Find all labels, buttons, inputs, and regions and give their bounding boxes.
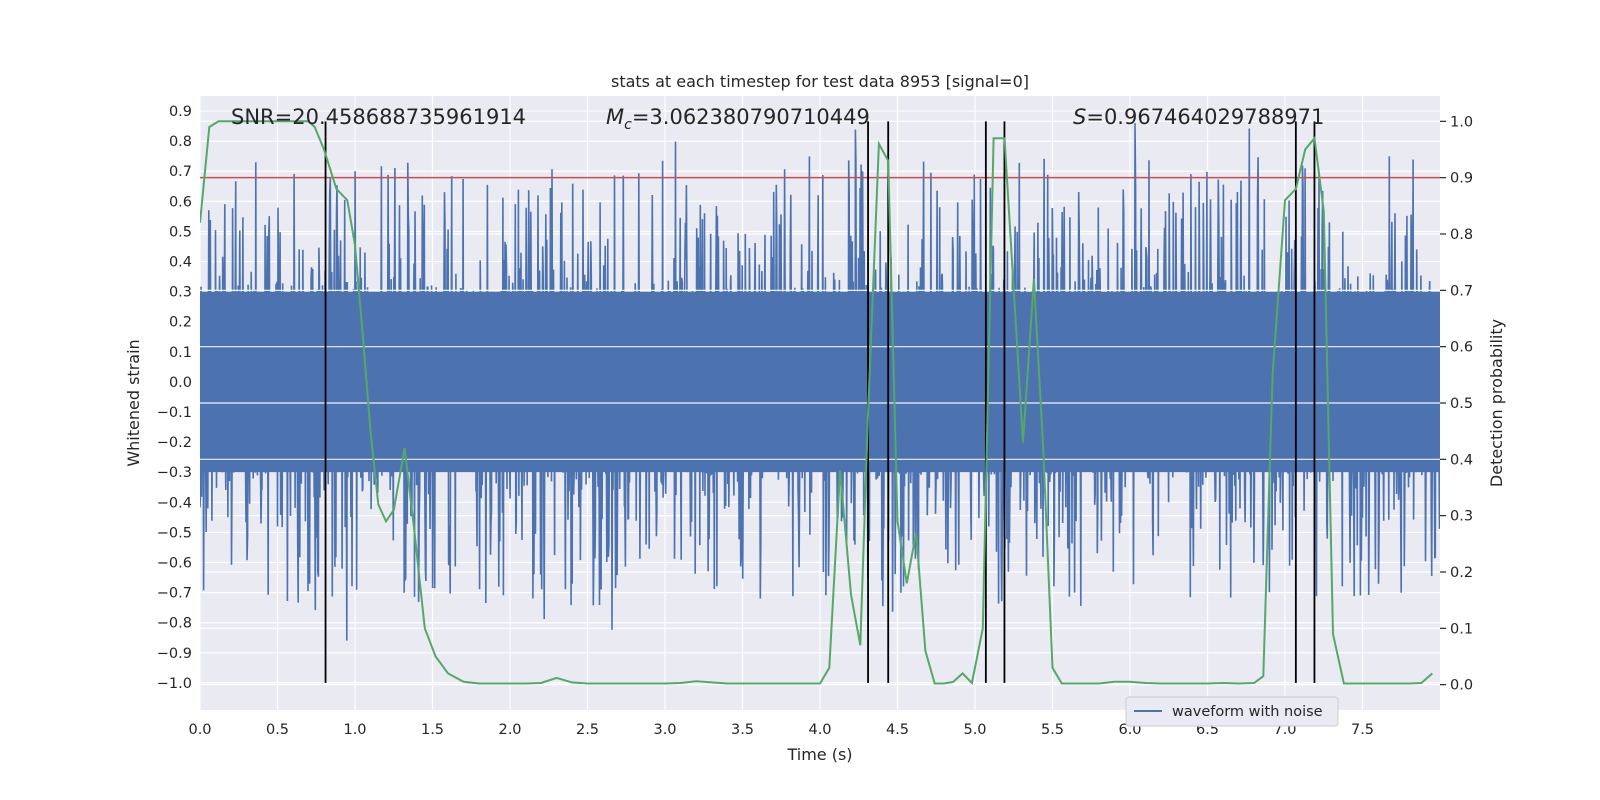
- y-right-tick-label: 0.0: [1450, 678, 1473, 694]
- y-tick-label: 0.9: [169, 104, 192, 120]
- waveform-core-band: [200, 291, 1440, 473]
- chart-title: stats at each timestep for test data 895…: [611, 72, 1029, 91]
- y-right-tick-label: 0.9: [1450, 171, 1473, 187]
- y-right-tick-label: 0.2: [1450, 565, 1473, 581]
- y-tick-label: −0.1: [157, 405, 192, 421]
- x-tick-label: 7.5: [1351, 722, 1374, 738]
- y-tick-label: 0.6: [169, 194, 192, 210]
- mc-subscript: c: [624, 117, 632, 133]
- y-tick-label: −0.7: [157, 586, 192, 602]
- snr-annotation: SNR=20.458688735961914: [231, 105, 526, 129]
- s-annotation: S=0.967464029788971: [1073, 105, 1324, 129]
- mc-symbol: M: [606, 105, 624, 129]
- x-tick-label: 3.0: [653, 722, 676, 738]
- waveform-series: [200, 123, 1440, 641]
- y-tick-label: 0.2: [169, 315, 192, 331]
- x-tick-label: 4.0: [808, 722, 831, 738]
- probability-line: [200, 120, 1433, 686]
- y-tick-label: −0.6: [157, 556, 192, 572]
- y-tick-label: −0.5: [157, 525, 192, 541]
- y-right-tick-label: 0.3: [1450, 509, 1473, 525]
- x-axis-label: Time (s): [786, 745, 852, 764]
- probability-group: [200, 120, 1433, 686]
- legend-label: waveform with noise: [1172, 704, 1323, 720]
- x-axis-ticks: 0.0 0.5 1.0 1.5 2.0 2.5 3.0 3.5 4.0 4.5 5.0 5.5 6.0 6…: [188, 722, 1374, 738]
- y-tick-label: −0.9: [157, 646, 192, 662]
- x-tick-label: 2.5: [576, 722, 599, 738]
- s-value: =0.967464029788971: [1086, 105, 1324, 129]
- y-right-axis-ticks: 1.0 0.9 0.8 0.7 0.6 0.5 0.4 0.3 0.2 0.1 0.0: [1440, 114, 1473, 694]
- mc-value: =3.062380790710449: [632, 105, 870, 129]
- y-tick-label: −0.3: [157, 465, 192, 481]
- y-tick-label: 0.7: [169, 164, 192, 180]
- y-right-tick-label: 0.1: [1450, 621, 1473, 637]
- chirp-mass-annotation: Mc=3.062380790710449: [606, 105, 870, 133]
- y-axis-ticks: 0.9 0.8 0.7 0.6 0.5 0.4 0.3 0.2 0.1 0.0 −0.1 −0.2 −0…: [157, 104, 192, 692]
- x-tick-label: 1.5: [421, 722, 444, 738]
- x-tick-label: 1.0: [343, 722, 366, 738]
- x-tick-label: 5.5: [1041, 722, 1064, 738]
- y-right-tick-label: 0.5: [1450, 396, 1473, 412]
- y-tick-label: 0.4: [169, 255, 192, 271]
- x-tick-label: 5.0: [963, 722, 986, 738]
- y-tick-label: −0.8: [157, 616, 192, 632]
- y-right-tick-label: 0.6: [1450, 340, 1473, 356]
- y-tick-label: 0.8: [169, 134, 192, 150]
- y-right-tick-label: 0.8: [1450, 227, 1473, 243]
- y-right-tick-label: 0.4: [1450, 452, 1473, 468]
- legend-box: [1125, 696, 1339, 727]
- y-tick-label: −0.4: [157, 495, 192, 511]
- y-tick-label: 0.0: [169, 375, 192, 391]
- y-tick-label: −0.2: [157, 435, 192, 451]
- legend: waveform with noise: [1125, 696, 1339, 727]
- y-right-tick-label: 1.0: [1450, 114, 1473, 130]
- y-tick-label: 0.5: [169, 224, 192, 240]
- y-tick-label: 0.3: [169, 285, 192, 301]
- x-tick-label: 0.0: [188, 722, 211, 738]
- x-tick-label: 3.5: [731, 722, 754, 738]
- y-right-axis-label: Detection probability: [1487, 319, 1506, 487]
- s-symbol: S: [1073, 105, 1086, 129]
- y-axis-label: Whitened strain: [124, 339, 143, 466]
- y-tick-label: 0.1: [169, 345, 192, 361]
- y-tick-label: −1.0: [157, 676, 192, 692]
- x-tick-label: 2.0: [498, 722, 521, 738]
- x-tick-label: 4.5: [886, 722, 909, 738]
- x-tick-label: 0.5: [266, 722, 289, 738]
- y-right-tick-label: 0.7: [1450, 283, 1473, 299]
